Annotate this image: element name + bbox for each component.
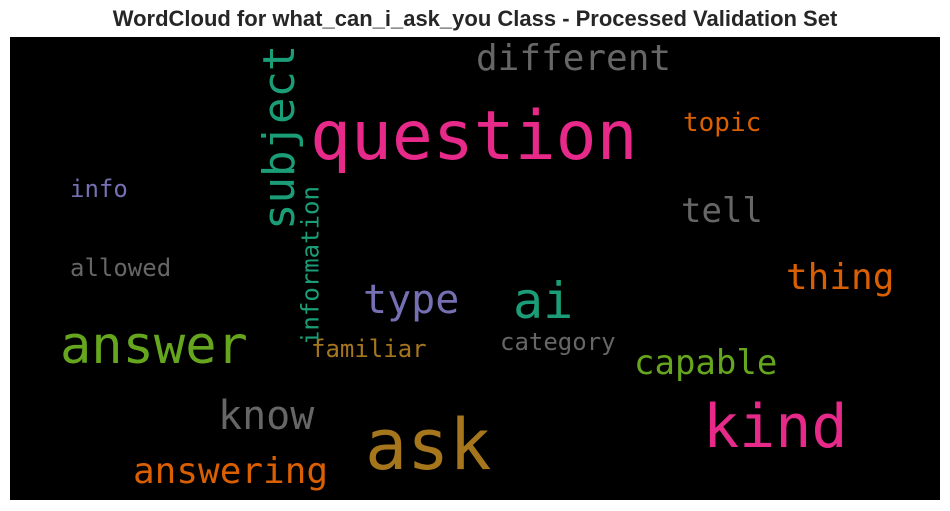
word-information: information xyxy=(297,186,325,345)
word-info: info xyxy=(70,175,128,203)
wordcloud-svg: question ask kind answer subject ai type differ… xyxy=(60,38,894,492)
word-answering: answering xyxy=(133,451,328,492)
word-ask: ask xyxy=(365,404,491,486)
word-topic: topic xyxy=(683,108,761,138)
word-familiar: familiar xyxy=(311,335,427,363)
word-answer: answer xyxy=(60,316,248,376)
word-type: type xyxy=(363,277,459,323)
word-category: category xyxy=(500,328,616,356)
word-question: question xyxy=(310,97,638,176)
word-different: different xyxy=(476,38,671,79)
word-ai: ai xyxy=(513,272,573,330)
wordcloud-canvas: question ask kind answer subject ai type differ… xyxy=(10,37,940,500)
word-thing: thing xyxy=(786,257,894,298)
chart-title: WordCloud for what_can_i_ask_you Class -… xyxy=(112,6,838,31)
word-capable: capable xyxy=(634,343,777,383)
word-know: know xyxy=(218,393,315,439)
word-tell: tell xyxy=(681,191,763,231)
word-subject: subject xyxy=(254,45,305,230)
word-kind: kind xyxy=(703,392,848,462)
word-allowed: allowed xyxy=(70,254,171,282)
